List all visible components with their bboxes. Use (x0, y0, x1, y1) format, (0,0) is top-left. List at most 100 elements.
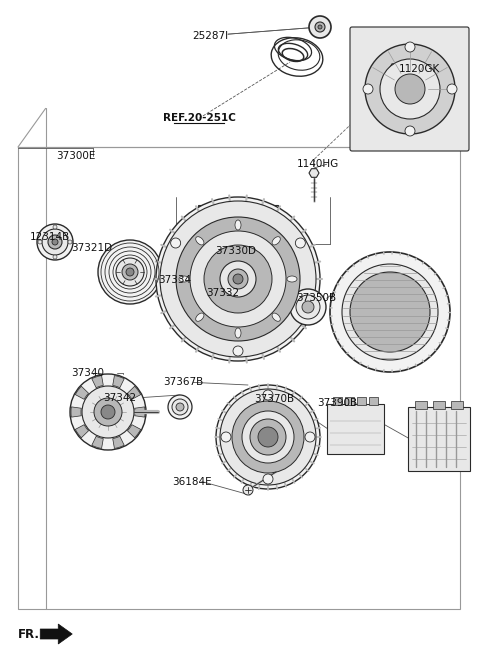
Circle shape (405, 126, 415, 136)
Text: 37321D: 37321D (71, 243, 112, 254)
Text: 37342: 37342 (103, 393, 136, 403)
Text: 1140HG: 1140HG (297, 159, 339, 170)
Circle shape (171, 238, 180, 248)
Text: 37300E: 37300E (57, 151, 96, 162)
Circle shape (220, 261, 256, 297)
Text: REF.20-251C: REF.20-251C (163, 113, 236, 124)
Circle shape (250, 419, 286, 455)
Circle shape (242, 411, 294, 463)
Circle shape (365, 44, 455, 134)
Circle shape (126, 268, 134, 276)
Ellipse shape (196, 313, 204, 321)
FancyBboxPatch shape (327, 404, 384, 454)
Wedge shape (113, 436, 124, 449)
Circle shape (233, 274, 243, 284)
Circle shape (395, 74, 425, 104)
Circle shape (168, 395, 192, 419)
Circle shape (228, 269, 248, 289)
Circle shape (82, 386, 134, 438)
Bar (451, 401, 463, 409)
Wedge shape (92, 436, 103, 449)
Text: FR.: FR. (18, 627, 40, 641)
Circle shape (53, 255, 57, 259)
Text: 37370B: 37370B (254, 394, 295, 405)
Polygon shape (389, 64, 401, 74)
Ellipse shape (235, 220, 241, 230)
Bar (357, 397, 366, 405)
Circle shape (68, 240, 72, 244)
Wedge shape (92, 376, 103, 388)
Wedge shape (75, 424, 89, 438)
Circle shape (160, 201, 316, 357)
Circle shape (190, 231, 286, 327)
Ellipse shape (235, 328, 241, 338)
Text: 37390B: 37390B (317, 398, 357, 409)
Text: 37350B: 37350B (297, 293, 337, 304)
Circle shape (70, 374, 146, 450)
Ellipse shape (272, 237, 280, 245)
Circle shape (156, 197, 320, 361)
Circle shape (101, 405, 115, 419)
Circle shape (263, 474, 273, 484)
Bar (333, 397, 342, 405)
Bar (369, 397, 378, 405)
Circle shape (176, 403, 184, 411)
Circle shape (233, 346, 243, 356)
Wedge shape (75, 386, 89, 399)
Wedge shape (71, 407, 81, 417)
Text: 37367B: 37367B (163, 377, 204, 388)
Circle shape (53, 225, 57, 229)
Circle shape (330, 252, 450, 372)
Circle shape (309, 16, 331, 38)
Circle shape (302, 301, 314, 313)
Circle shape (405, 42, 415, 52)
Circle shape (296, 295, 320, 319)
Circle shape (172, 399, 188, 415)
Circle shape (243, 485, 253, 495)
Ellipse shape (287, 276, 297, 282)
Text: 37332: 37332 (206, 288, 240, 298)
Circle shape (221, 432, 231, 442)
Polygon shape (309, 169, 319, 177)
Circle shape (42, 229, 68, 255)
Circle shape (216, 385, 320, 489)
Circle shape (37, 224, 73, 260)
Circle shape (315, 22, 325, 32)
Circle shape (204, 245, 272, 313)
Circle shape (220, 389, 316, 485)
Bar (433, 401, 445, 409)
Ellipse shape (179, 276, 189, 282)
Text: 37330D: 37330D (215, 246, 256, 256)
Text: 1120GK: 1120GK (398, 64, 440, 74)
Circle shape (38, 240, 42, 244)
Circle shape (116, 258, 144, 286)
Circle shape (447, 84, 457, 94)
Circle shape (48, 235, 62, 249)
Wedge shape (127, 386, 141, 399)
Circle shape (305, 432, 315, 442)
Text: 12314B: 12314B (30, 231, 70, 242)
Circle shape (380, 59, 440, 119)
Ellipse shape (272, 313, 280, 321)
Circle shape (363, 84, 373, 94)
Circle shape (232, 401, 304, 473)
Wedge shape (127, 424, 141, 438)
FancyBboxPatch shape (408, 407, 470, 471)
Circle shape (290, 289, 326, 325)
Text: 37334: 37334 (158, 275, 192, 285)
Circle shape (295, 238, 305, 248)
FancyBboxPatch shape (350, 27, 469, 151)
Circle shape (350, 272, 430, 352)
Circle shape (258, 427, 278, 447)
Bar (415, 401, 427, 409)
Circle shape (263, 390, 273, 400)
Text: 25287I: 25287I (192, 31, 228, 41)
Circle shape (98, 240, 162, 304)
Polygon shape (40, 624, 72, 644)
Wedge shape (135, 407, 145, 417)
Circle shape (122, 264, 138, 280)
Circle shape (176, 217, 300, 341)
Circle shape (318, 25, 322, 29)
Circle shape (342, 264, 438, 360)
Circle shape (52, 239, 58, 245)
